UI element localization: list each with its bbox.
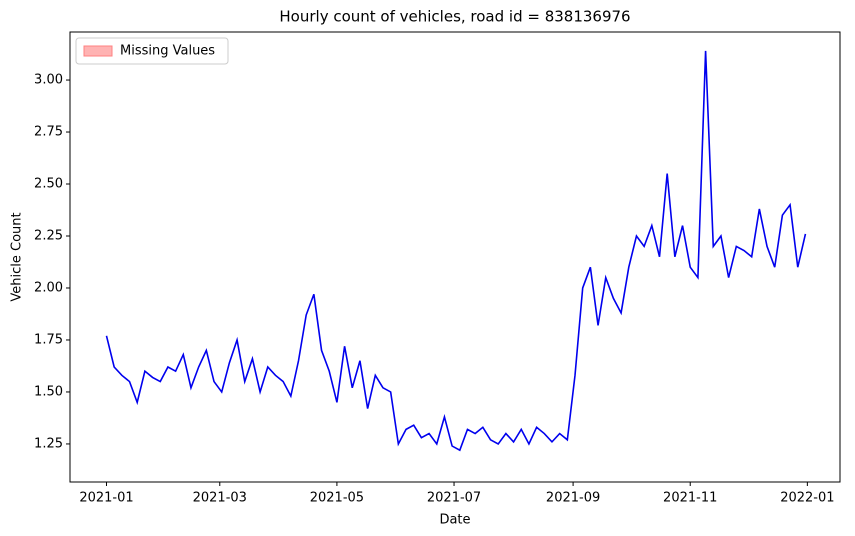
x-tick-label: 2021-07 (427, 491, 481, 506)
legend-box (75, 37, 229, 65)
chart-title: Hourly count of vehicles, road id = 8381… (279, 8, 630, 26)
y-tick-label: 3.00 (34, 73, 63, 88)
x-tick-label: 2022-01 (780, 491, 834, 506)
y-tick-label: 2.25 (34, 228, 63, 243)
y-tick-label: 2.75 (34, 125, 63, 140)
legend-swatch (83, 45, 113, 57)
y-tick-label: 2.50 (34, 177, 63, 192)
y-tick-label: 2.00 (34, 280, 63, 295)
y-tick-label: 1.25 (34, 436, 63, 451)
y-axis-label: Vehicle Count (10, 212, 25, 301)
y-tick-label: 1.75 (34, 332, 63, 347)
x-tick-label: 2021-11 (663, 491, 717, 506)
x-tick-label: 2021-09 (546, 491, 600, 506)
data-line (105, 50, 807, 452)
plot-area (69, 31, 841, 483)
x-tick-label: 2021-05 (310, 491, 364, 506)
x-tick-label: 2021-01 (79, 491, 133, 506)
legend-label: Missing Values (120, 44, 215, 59)
x-axis-label: Date (439, 513, 470, 528)
x-tick-label: 2021-03 (193, 491, 247, 506)
y-tick-label: 1.50 (34, 384, 63, 399)
